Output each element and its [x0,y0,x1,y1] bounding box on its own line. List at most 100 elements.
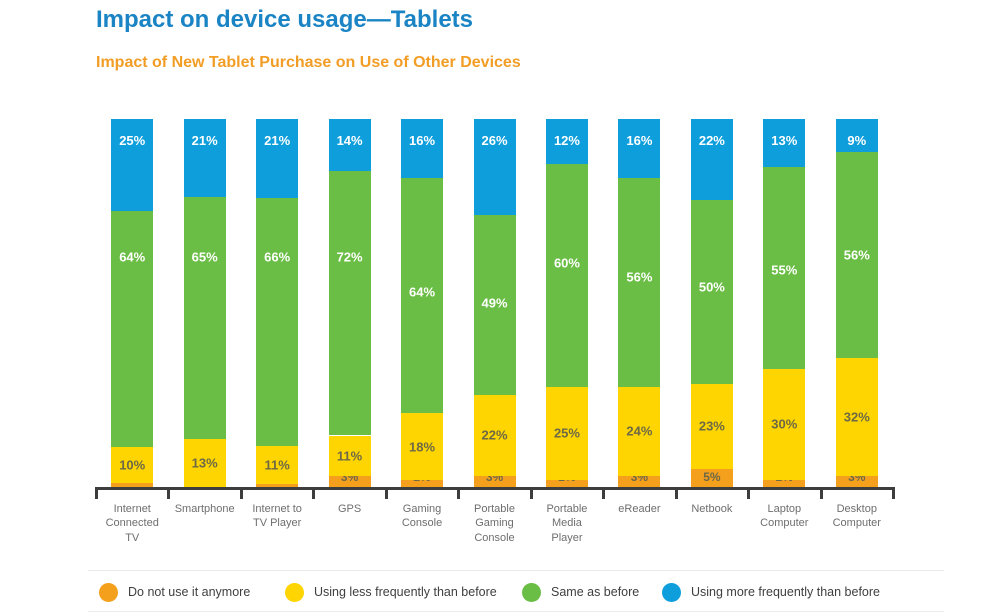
x-axis-label: Gaming Console [401,503,443,530]
bar-segment [835,152,878,359]
x-axis-labels: Internet Connected TV Smartphone Internet … [96,502,893,562]
axis-tick [457,487,461,499]
segment-label: 14% [336,133,363,148]
segment-label: 13% [771,133,798,148]
segment-label: 66% [264,249,291,265]
bar-segment [256,445,299,484]
axis-tick [239,487,243,499]
x-axis-label: Internet Connected TV [105,503,159,544]
bar-segment [111,119,154,211]
segment-label: 11% [336,448,363,464]
legend-swatch-icon [99,582,118,602]
axis-tick [819,487,823,499]
segment-label: 55% [771,262,798,278]
segment-label: 16% [626,133,653,148]
bar-segment [618,178,661,387]
segment-label: 22% [481,427,508,443]
bar-segment [401,413,444,480]
bar-segment [618,475,661,487]
bar-segment [545,479,588,487]
bar-segment [835,358,878,476]
axis-tick [892,487,895,499]
x-axis-label: Internet to TV Player [252,503,302,530]
bar-segment [763,119,806,167]
bar-segment [545,163,588,387]
bar-segment [401,479,444,487]
bar-segment [473,395,516,476]
bar-segment [690,119,733,200]
segment-label: 26% [481,133,508,148]
divider-line-bottom [88,611,944,612]
segment-label: 21% [191,133,218,148]
segment-label: 50% [698,279,725,295]
legend-label: Using less frequently than before [314,585,497,599]
segment-label: 60% [553,255,580,271]
axis-tick [529,487,533,499]
plot-area: 1%10%64%25%13%65%21%0.02%11%66%21%3%11%7… [95,119,895,499]
legend-item: Same as before [522,581,639,603]
legend-item: Using more frequently than before [662,581,880,603]
bar-segment [183,438,226,487]
legend-swatch-icon [285,582,304,602]
axis-tick [167,487,171,499]
axis-tick [95,487,98,499]
bar-segment [256,197,299,446]
bar-segment [763,479,806,487]
bar-segment [690,199,733,384]
bar-segment [111,211,154,447]
legend: Do not use it anymore Using less frequent… [0,581,984,605]
x-axis-label: Portable Media Player [546,503,588,544]
legend-label: Do not use it anymore [128,585,251,599]
bar-segment [545,119,588,164]
bar-segment [835,119,878,153]
bar-segment [111,483,154,487]
x-axis-label: GPS [337,503,362,515]
bar-segment [473,475,516,487]
bar-segment [183,119,226,198]
segment-label: 64% [409,284,436,300]
divider-line-top [88,570,944,571]
bar-segment [256,483,299,487]
x-axis-label: Portable Gaming Console [474,503,515,544]
legend-swatch-icon [662,582,681,602]
segment-label: 23% [698,418,725,434]
axis-tick [602,487,606,499]
segment-label: 56% [626,269,653,285]
chart-title: Impact on device usage—Tablets [96,6,474,33]
segment-label: 64% [119,249,146,265]
x-axis-label: eReader [618,503,661,515]
legend-swatch-icon [522,582,541,602]
segment-label: 5% [703,470,721,484]
bar-segment [545,386,588,480]
bar-segment [328,170,371,436]
segment-label: 24% [626,423,653,439]
legend-label: Using more frequently than before [691,585,880,599]
bar-segment [473,214,516,395]
bar-segment [183,197,226,439]
bar-segment [835,475,878,487]
segment-label: 72% [336,249,363,265]
bar-segment [111,446,154,484]
segment-label: 25% [119,133,146,148]
bar-segment [618,119,661,179]
segment-label: 49% [481,295,508,311]
segment-label: 32% [843,409,870,425]
segment-label: 21% [264,133,291,148]
axis-tick [384,487,388,499]
bar-segment [763,369,806,480]
segment-label: 30% [771,416,798,432]
segment-label: 25% [553,425,580,441]
x-axis-label: Netbook [691,503,733,515]
segment-label: 13% [191,455,218,471]
segment-label: 65% [191,249,218,265]
legend-item: Do not use it anymore [99,581,250,603]
segment-label: 16% [409,133,436,148]
axis-tick [674,487,678,499]
segment-label: 10% [119,457,146,473]
segment-label: 12% [553,133,580,148]
axis-tick [312,487,316,499]
bar-segment [473,119,516,215]
bar-segment [690,468,733,487]
bar-segment [328,119,371,171]
